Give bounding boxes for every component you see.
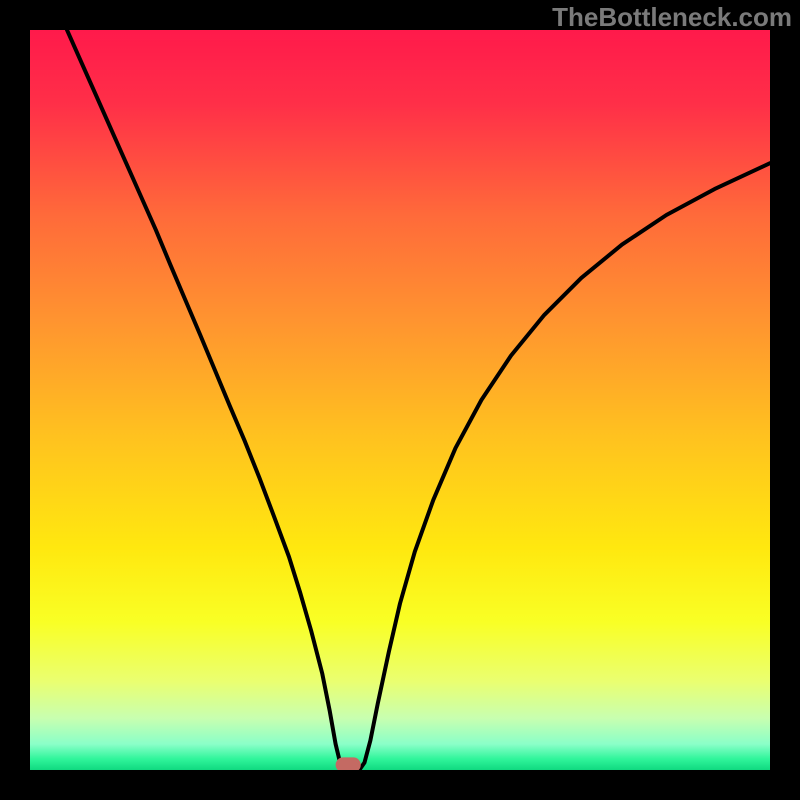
watermark-text: TheBottleneck.com [552, 2, 792, 33]
chart-background [30, 30, 770, 770]
optimum-marker [336, 757, 361, 770]
chart-frame [30, 30, 770, 770]
chart-svg [30, 30, 770, 770]
